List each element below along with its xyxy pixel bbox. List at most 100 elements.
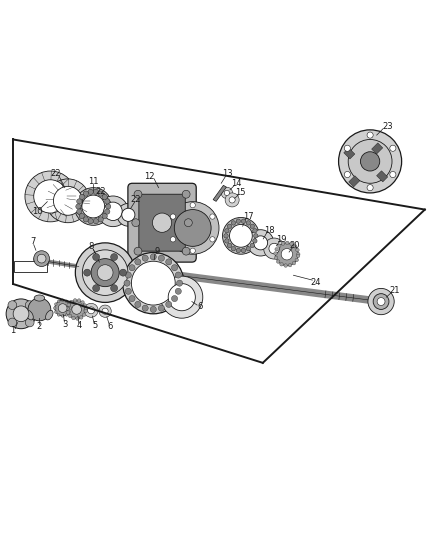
Circle shape	[288, 263, 292, 267]
Circle shape	[91, 259, 119, 287]
Circle shape	[225, 193, 239, 207]
Circle shape	[172, 264, 178, 271]
Circle shape	[67, 303, 71, 306]
Circle shape	[81, 301, 84, 304]
Text: 22: 22	[51, 169, 61, 178]
Circle shape	[72, 316, 75, 320]
Circle shape	[190, 248, 195, 253]
Circle shape	[97, 265, 113, 280]
Circle shape	[84, 308, 88, 311]
Circle shape	[264, 238, 285, 259]
Circle shape	[274, 252, 277, 255]
Circle shape	[102, 195, 107, 199]
Circle shape	[34, 251, 49, 266]
Circle shape	[390, 172, 396, 177]
Circle shape	[297, 254, 300, 257]
Circle shape	[13, 306, 29, 322]
Circle shape	[368, 288, 394, 314]
Circle shape	[65, 300, 68, 303]
Circle shape	[227, 224, 232, 229]
Text: 8: 8	[88, 243, 94, 251]
Text: 18: 18	[264, 226, 274, 235]
Circle shape	[360, 152, 380, 171]
Text: 22: 22	[95, 187, 106, 196]
Circle shape	[377, 297, 385, 305]
Circle shape	[134, 247, 142, 255]
Circle shape	[88, 307, 95, 314]
Circle shape	[276, 243, 298, 265]
Circle shape	[269, 243, 279, 254]
Circle shape	[110, 285, 117, 292]
Circle shape	[54, 311, 57, 313]
Text: 13: 13	[223, 169, 233, 178]
Circle shape	[66, 307, 69, 310]
Circle shape	[177, 280, 183, 286]
Circle shape	[344, 145, 350, 151]
Circle shape	[73, 298, 77, 302]
Text: 17: 17	[243, 212, 253, 221]
Circle shape	[292, 262, 296, 265]
Circle shape	[84, 309, 88, 313]
Text: 7: 7	[30, 238, 35, 246]
Text: 1: 1	[11, 326, 16, 335]
Circle shape	[98, 217, 103, 222]
Circle shape	[246, 247, 251, 251]
Circle shape	[68, 314, 72, 318]
Circle shape	[77, 199, 82, 204]
Circle shape	[125, 272, 131, 278]
Circle shape	[8, 318, 17, 327]
Circle shape	[241, 219, 246, 223]
Bar	[349, 176, 360, 187]
Circle shape	[79, 213, 85, 219]
Circle shape	[110, 254, 117, 261]
Circle shape	[132, 219, 140, 227]
Circle shape	[281, 242, 285, 245]
Circle shape	[295, 258, 299, 262]
Text: 21: 21	[389, 286, 399, 295]
Circle shape	[82, 313, 86, 317]
Circle shape	[6, 299, 36, 329]
Circle shape	[66, 311, 70, 314]
Circle shape	[174, 209, 211, 246]
Circle shape	[69, 307, 72, 310]
Circle shape	[105, 209, 110, 214]
Text: 14: 14	[231, 179, 242, 188]
Circle shape	[129, 295, 135, 302]
Circle shape	[98, 191, 103, 196]
Circle shape	[123, 253, 184, 314]
Circle shape	[77, 209, 82, 214]
Text: 23: 23	[382, 122, 393, 131]
Circle shape	[83, 304, 87, 308]
Circle shape	[210, 237, 215, 242]
Circle shape	[250, 243, 254, 248]
Circle shape	[124, 280, 130, 286]
Circle shape	[37, 254, 46, 263]
Circle shape	[166, 259, 172, 265]
Circle shape	[296, 248, 299, 252]
Circle shape	[54, 303, 57, 305]
Circle shape	[286, 241, 289, 245]
Circle shape	[65, 313, 68, 316]
Circle shape	[92, 285, 99, 292]
Circle shape	[93, 254, 100, 261]
Circle shape	[254, 233, 258, 238]
Text: 6: 6	[197, 302, 202, 311]
Circle shape	[229, 197, 235, 203]
Circle shape	[104, 202, 122, 221]
Text: 20: 20	[289, 241, 300, 251]
Text: 6: 6	[108, 321, 113, 330]
Circle shape	[231, 247, 236, 251]
Circle shape	[84, 269, 91, 276]
Circle shape	[134, 190, 142, 198]
Circle shape	[25, 301, 34, 310]
Circle shape	[339, 130, 402, 193]
Text: 12: 12	[145, 172, 155, 181]
FancyBboxPatch shape	[139, 194, 185, 251]
Circle shape	[159, 305, 165, 311]
Circle shape	[67, 300, 86, 319]
Circle shape	[190, 203, 195, 208]
Circle shape	[142, 305, 148, 311]
Circle shape	[236, 219, 240, 223]
Circle shape	[53, 187, 82, 215]
Circle shape	[74, 188, 112, 225]
